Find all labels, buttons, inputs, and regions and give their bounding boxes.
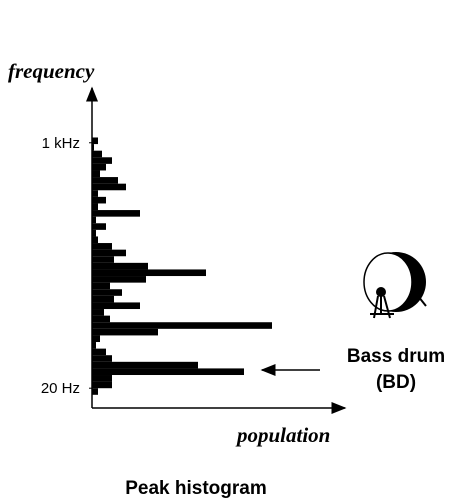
y-tick-label: 20 Hz <box>41 380 80 397</box>
bar <box>92 262 148 270</box>
bar <box>92 361 198 369</box>
annotation: Bass drum <box>347 346 445 367</box>
bar <box>92 256 114 263</box>
annotation: (BD) <box>376 372 416 393</box>
bar <box>92 157 112 164</box>
bar <box>92 163 106 171</box>
bar <box>92 381 112 389</box>
bar <box>92 203 98 211</box>
bar <box>92 216 96 224</box>
chart-title: Peak histogram <box>125 478 267 499</box>
bar <box>92 375 112 382</box>
y-tick-label: 1 kHz <box>42 135 80 152</box>
bar <box>92 243 112 250</box>
bar <box>92 328 158 336</box>
bar <box>92 388 98 395</box>
bar <box>92 190 98 197</box>
bar <box>92 196 106 204</box>
bar <box>92 276 146 283</box>
bar <box>92 348 106 356</box>
bar <box>92 177 118 184</box>
bar <box>92 289 122 296</box>
drum-icon <box>363 252 427 319</box>
bar <box>92 249 126 257</box>
x-axis-label: population <box>235 423 330 447</box>
y-axis-label: frequency <box>8 59 95 83</box>
bar <box>92 144 94 151</box>
bar <box>92 223 106 230</box>
bar <box>92 368 244 376</box>
bar <box>92 309 104 316</box>
bar <box>92 150 102 158</box>
bar <box>92 355 112 362</box>
bar <box>92 322 272 329</box>
bar <box>92 315 110 323</box>
bar <box>92 183 126 191</box>
bar <box>92 302 140 310</box>
bar <box>92 269 206 277</box>
bar <box>92 170 100 178</box>
bar <box>92 236 98 244</box>
bar <box>92 335 100 343</box>
bar <box>92 229 96 237</box>
bar <box>92 295 114 303</box>
bar <box>92 210 140 217</box>
bar <box>92 282 110 290</box>
bar <box>92 342 96 349</box>
bar <box>92 137 98 145</box>
